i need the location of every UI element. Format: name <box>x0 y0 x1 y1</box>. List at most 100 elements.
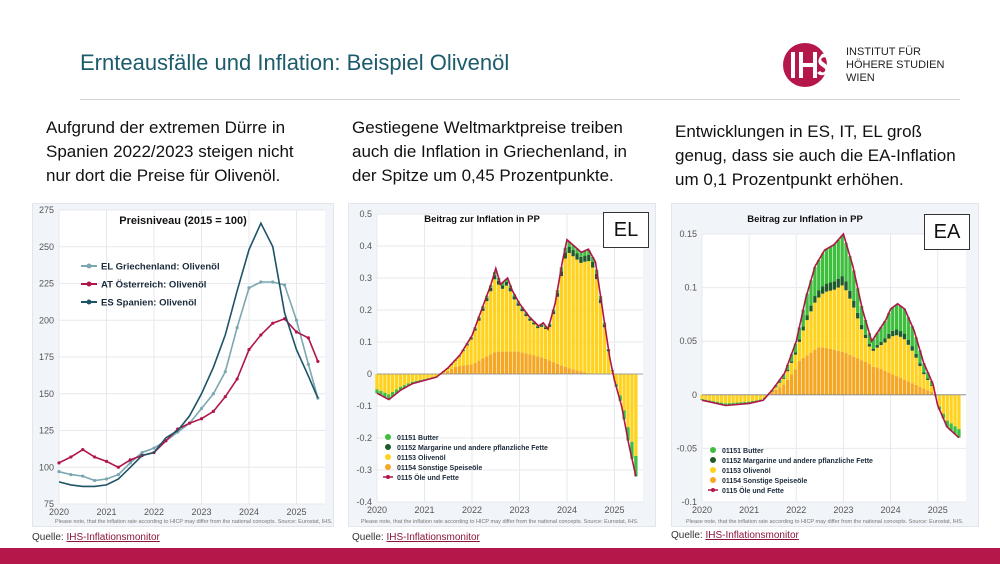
legend-label: 01153 Olivenöl <box>397 455 446 462</box>
bar-segment <box>508 351 513 374</box>
bar-segment <box>379 374 383 392</box>
bar-segment <box>712 394 716 402</box>
bar-segment <box>532 324 536 356</box>
legend-label: AT Österreich: Olivenöl <box>101 280 206 291</box>
y-tick-label: 0.05 <box>679 336 697 346</box>
bar-segment <box>863 338 868 362</box>
bar-segment <box>567 241 571 247</box>
bar-segment <box>852 356 856 395</box>
bar-segment <box>867 333 872 345</box>
bar-segment <box>785 370 790 372</box>
bar-segment <box>859 324 864 330</box>
x-tick-label: 2023 <box>833 505 853 515</box>
bar-segment <box>575 253 579 260</box>
data-point <box>140 450 144 455</box>
ihs-logo-mark-icon <box>783 43 830 87</box>
bar-segment <box>805 320 809 356</box>
bar-segment <box>520 308 524 312</box>
bar-segment <box>622 374 626 411</box>
legend-marker <box>86 281 92 287</box>
bar-segment <box>591 257 595 262</box>
y-tick-label: 0 <box>692 390 697 400</box>
bar-segment <box>583 255 587 262</box>
legend-swatch <box>385 444 391 450</box>
bar-segment <box>571 256 575 370</box>
bar-segment <box>700 394 704 400</box>
bar-segment <box>871 348 875 351</box>
bar-segment <box>949 394 953 424</box>
bar-segment <box>918 363 922 367</box>
y-tick-label: -0.3 <box>356 465 372 475</box>
bar-segment <box>848 290 852 299</box>
bar-segment <box>887 333 891 339</box>
bar-segment <box>891 336 895 375</box>
y-tick-label: 250 <box>39 242 54 252</box>
bar-segment <box>700 399 704 401</box>
bar-segment <box>524 314 528 317</box>
bar-segment <box>496 351 501 374</box>
source-link[interactable]: IHS-Inflationsmonitor <box>386 532 480 543</box>
y-tick-label: 0.3 <box>359 273 372 283</box>
bar-segment <box>630 441 634 459</box>
bar-segment <box>805 315 809 321</box>
chart-tag: EA <box>924 214 970 250</box>
bar-segment <box>504 279 509 282</box>
bar-segment <box>782 377 786 379</box>
bar-segment <box>723 403 728 406</box>
bar-segment <box>449 369 454 374</box>
data-point <box>81 474 85 478</box>
bar-segment <box>555 296 560 364</box>
source-note: Quelle: IHS-Inflationsmonitor <box>671 530 799 541</box>
bar-segment <box>840 285 844 352</box>
data-point <box>57 470 61 474</box>
bar-segment <box>910 326 914 347</box>
bar-segment <box>739 402 743 405</box>
bar-segment <box>828 290 833 349</box>
bar-segment <box>383 392 387 398</box>
legend-label: EL Griechenland: Olivenöl <box>101 262 220 273</box>
bar-segment <box>852 300 856 308</box>
bar-segment <box>512 296 516 300</box>
bar-segment <box>914 357 918 385</box>
bar-segment <box>485 356 489 374</box>
bar-segment <box>559 276 564 366</box>
bar-segment <box>918 386 922 395</box>
bar-segment <box>567 368 571 374</box>
bar-segment <box>477 318 481 321</box>
bar-segment <box>910 346 914 351</box>
data-point <box>259 333 263 337</box>
data-point <box>294 318 299 322</box>
data-point <box>306 362 310 366</box>
bar-segment <box>910 350 914 384</box>
x-tick-label: 2020 <box>49 507 69 517</box>
x-tick-label: 2025 <box>286 507 306 517</box>
bar-segment <box>743 401 747 404</box>
data-point <box>188 421 192 425</box>
bar-segment <box>587 254 591 262</box>
source-link[interactable]: IHS-Inflationsmonitor <box>66 532 160 543</box>
bar-segment <box>789 362 794 375</box>
bar-segment <box>805 293 809 316</box>
data-point <box>93 455 97 459</box>
bar-segment <box>512 299 516 352</box>
source-link[interactable]: IHS-Inflationsmonitor <box>705 530 799 541</box>
legend-swatch <box>710 477 716 483</box>
x-tick-label: 2024 <box>557 505 577 515</box>
bar-segment <box>375 374 379 390</box>
y-tick-label: 0.1 <box>359 337 372 347</box>
bar-segment <box>485 301 489 357</box>
bar-segment <box>524 316 528 354</box>
bar-segment <box>543 329 548 359</box>
data-point <box>223 370 227 374</box>
bar-segment <box>410 374 414 382</box>
bar-segment <box>571 369 575 374</box>
bar-segment <box>856 358 860 395</box>
x-tick-label: 2023 <box>509 505 529 515</box>
bar-segment <box>762 394 766 399</box>
text-line: genug, dass sie auch die EA-Inflation <box>675 146 956 165</box>
data-point <box>271 321 275 325</box>
bar-segment <box>832 289 837 350</box>
bar-segment <box>906 339 910 345</box>
bar-segment <box>481 358 485 374</box>
bar-segment <box>559 271 564 277</box>
